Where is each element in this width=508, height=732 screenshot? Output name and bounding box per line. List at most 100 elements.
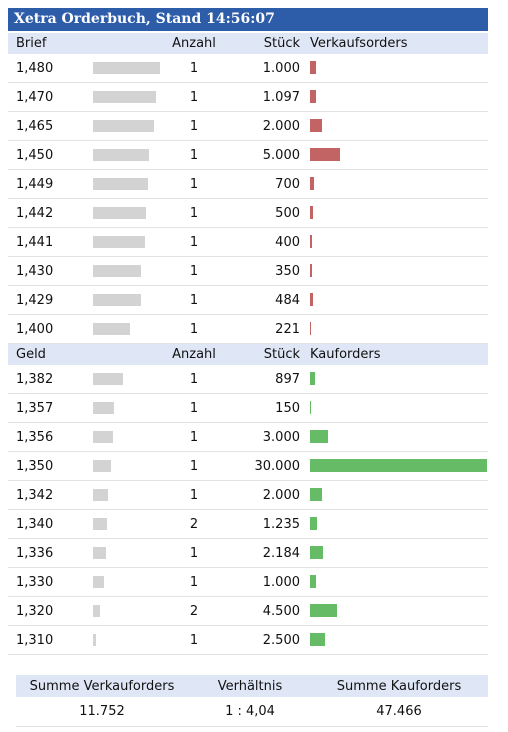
price: 1,336 (16, 546, 54, 561)
quantity-bar (310, 177, 315, 190)
count: 1 (189, 264, 199, 279)
price: 1,310 (16, 633, 54, 648)
quantity-bar (310, 119, 322, 132)
price: 1,400 (16, 322, 54, 337)
quantity: 2.500 (262, 633, 300, 648)
row-separator (8, 480, 488, 481)
price: 1,342 (16, 488, 54, 503)
quantity-bar (310, 488, 322, 501)
price-bar (93, 120, 155, 132)
quantity: 400 (275, 235, 300, 250)
price-bar (93, 460, 112, 472)
row-separator (8, 285, 488, 286)
price-bar (93, 431, 114, 443)
price: 1,441 (16, 235, 54, 250)
price: 1,450 (16, 148, 54, 163)
quantity: 2.184 (262, 546, 300, 561)
header-price: Brief (16, 36, 47, 51)
quantity: 150 (275, 401, 300, 416)
row-separator (8, 111, 488, 112)
price: 1,330 (16, 575, 54, 590)
header-row (8, 344, 488, 365)
price-bar (93, 149, 149, 161)
quantity: 30.000 (254, 459, 301, 474)
header-row (8, 33, 488, 54)
price: 1,429 (16, 293, 54, 308)
row-separator (8, 227, 488, 228)
quantity: 700 (275, 177, 300, 192)
quantity: 2.000 (262, 119, 300, 134)
quantity: 484 (275, 293, 300, 308)
quantity: 350 (275, 264, 300, 279)
row-separator (8, 198, 488, 199)
price: 1,465 (16, 119, 54, 134)
quantity-bar (310, 293, 313, 306)
price-bar (93, 294, 141, 306)
quantity: 5.000 (262, 148, 300, 163)
summary-header (16, 675, 488, 697)
price-bar (93, 236, 146, 248)
row-separator (8, 343, 488, 344)
count: 1 (189, 61, 199, 76)
row-separator (16, 726, 488, 727)
price-bar (93, 402, 114, 414)
quantity: 897 (275, 372, 300, 387)
count: 1 (189, 546, 199, 561)
quantity-bar (310, 604, 337, 617)
price: 1,442 (16, 206, 54, 221)
price-bar (93, 265, 142, 277)
summary-label: Summe Kauforders (336, 679, 462, 694)
summary-label: Verhältnis (217, 679, 283, 694)
quantity-bar (310, 206, 313, 219)
header-count: Anzahl (172, 347, 216, 362)
row-separator (8, 567, 488, 568)
price: 1,340 (16, 517, 54, 532)
count: 1 (189, 293, 199, 308)
row-separator (8, 654, 488, 655)
row-separator (8, 625, 488, 626)
row-separator (8, 256, 488, 257)
price-bar (93, 518, 108, 530)
quantity-bar (310, 61, 316, 74)
quantity: 1.000 (262, 575, 300, 590)
price-bar (93, 576, 104, 588)
row-separator (8, 451, 488, 452)
quantity: 2.000 (262, 488, 300, 503)
price: 1,449 (16, 177, 54, 192)
price-bar (93, 605, 100, 617)
count: 1 (189, 488, 199, 503)
quantity-bar (310, 148, 340, 161)
quantity: 221 (275, 322, 300, 337)
price-bar (93, 547, 106, 559)
quantity: 3.000 (262, 430, 300, 445)
quantity-bar (310, 517, 318, 530)
count: 1 (189, 459, 199, 474)
count: 1 (189, 177, 199, 192)
count: 2 (189, 604, 199, 619)
row-separator (8, 314, 488, 315)
row-separator (8, 169, 488, 170)
count: 1 (189, 633, 199, 648)
count: 1 (189, 430, 199, 445)
quantity-bar (310, 372, 316, 385)
count: 1 (189, 372, 199, 387)
quantity-bar (310, 459, 487, 472)
summary-value: 47.466 (376, 704, 422, 719)
price-bar (93, 91, 157, 103)
quantity: 1.235 (262, 517, 300, 532)
quantity-bar (310, 322, 312, 335)
quantity-bar (310, 430, 328, 443)
count: 1 (189, 206, 199, 221)
row-separator (8, 140, 488, 141)
price: 1,356 (16, 430, 54, 445)
header-count: Anzahl (172, 36, 216, 51)
price: 1,480 (16, 61, 54, 76)
quantity-bar (310, 575, 316, 588)
header-orders: Verkaufsorders (310, 36, 408, 51)
price-bar (93, 489, 109, 501)
count: 1 (189, 575, 199, 590)
summary-value: 11.752 (79, 704, 125, 719)
price: 1,350 (16, 459, 54, 474)
quantity: 1.097 (262, 90, 300, 105)
quantity-bar (310, 90, 317, 103)
